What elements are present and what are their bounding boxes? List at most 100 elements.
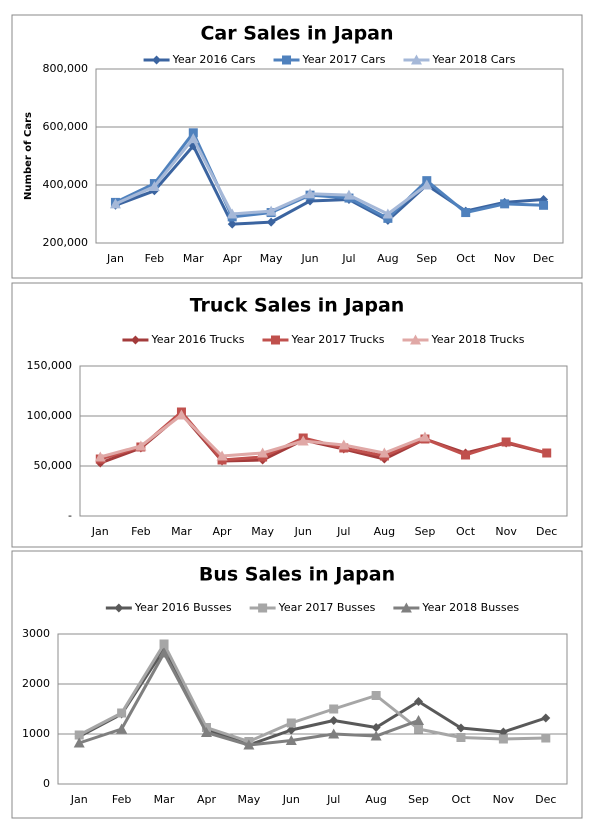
legend-marker	[270, 335, 280, 345]
legend-marker	[130, 335, 140, 345]
marker	[226, 208, 238, 219]
x-tick-label: Feb	[145, 252, 164, 265]
chart-title: Car Sales in Japan	[200, 23, 393, 45]
marker	[94, 451, 106, 462]
marker	[542, 448, 552, 458]
marker	[414, 697, 424, 706]
marker	[541, 713, 551, 723]
legend-marker	[152, 55, 162, 65]
legend-marker	[410, 334, 422, 345]
x-tick-label: Aug	[365, 793, 386, 806]
x-tick-label: Dec	[535, 793, 556, 806]
legend-label: Year 2018 Trucks	[431, 333, 525, 346]
legend-label: Year 2018 Cars	[431, 53, 515, 66]
marker	[159, 639, 169, 649]
x-tick-label: Aug	[377, 252, 398, 265]
x-tick-label: Oct	[451, 793, 471, 806]
legend-label: Year 2016 Trucks	[150, 333, 244, 346]
y-tick-label: 0	[43, 777, 50, 790]
series-line	[114, 131, 544, 220]
y-tick-label: 3000	[22, 627, 50, 640]
x-tick-label: Feb	[112, 793, 131, 806]
marker	[304, 188, 316, 199]
y-tick-label: 200,000	[43, 236, 89, 249]
y-tick-label: 150,000	[27, 359, 73, 372]
x-tick-label: Mar	[183, 252, 204, 265]
x-tick-label: Aug	[374, 525, 395, 538]
chart-title: Truck Sales in Japan	[190, 295, 405, 317]
x-tick-label: May	[251, 525, 274, 538]
marker	[421, 179, 433, 190]
marker	[456, 733, 466, 742]
legend-marker	[114, 603, 124, 613]
marker	[109, 198, 121, 209]
legend-marker	[282, 55, 292, 65]
y-axis-label: Number of Cars	[23, 112, 34, 200]
marker	[498, 734, 508, 744]
series-line	[78, 642, 546, 743]
x-tick-label: Jan	[91, 525, 109, 538]
legend-label: Year 2016 Cars	[172, 53, 256, 66]
legend: Year 2016 Busses Year 2017 Busses Year 201…	[105, 601, 519, 614]
x-tick-label: Apr	[197, 793, 217, 806]
x-tick-label: Apr	[213, 525, 233, 538]
marker	[539, 200, 549, 210]
x-tick-label: Feb	[131, 525, 150, 538]
x-tick-label: Sep	[408, 793, 429, 806]
marker	[158, 647, 170, 658]
marker	[73, 737, 85, 748]
marker	[329, 716, 339, 725]
x-tick-label: Jun	[294, 525, 312, 538]
legend-label: Year 2017 Cars	[302, 53, 386, 66]
marker	[461, 208, 471, 218]
y-tick-label: 100,000	[27, 409, 73, 422]
marker	[541, 733, 551, 743]
marker	[414, 724, 424, 734]
x-tick-label: Dec	[536, 525, 557, 538]
marker	[371, 691, 381, 700]
legend-marker	[400, 602, 412, 613]
marker	[265, 205, 277, 216]
y-tick-label: -	[68, 509, 72, 522]
marker	[243, 739, 255, 750]
marker	[456, 723, 466, 733]
legend-marker	[410, 54, 422, 65]
plot-border	[57, 633, 568, 785]
legend: Year 2016 Trucks Year 2017 Trucks Year 201…	[122, 333, 525, 346]
marker	[286, 718, 296, 728]
marker	[188, 128, 198, 138]
x-tick-label: Jul	[341, 252, 355, 265]
marker	[227, 219, 237, 229]
marker	[285, 735, 297, 745]
marker	[498, 727, 508, 737]
x-tick-label: Apr	[223, 252, 243, 265]
legend-label: Year 2017 Trucks	[290, 333, 384, 346]
marker	[116, 723, 128, 734]
marker	[117, 708, 127, 718]
plot-border	[95, 68, 564, 244]
x-tick-label: Nov	[493, 793, 515, 806]
x-tick-label: Jun	[282, 793, 300, 806]
legend-label: Year 2017 Busses	[278, 601, 376, 614]
chart-title: Bus Sales in Japan	[199, 564, 395, 586]
x-tick-label: Sep	[416, 252, 437, 265]
x-tick-label: Sep	[415, 525, 436, 538]
marker	[461, 450, 471, 460]
legend-label: Year 2016 Busses	[134, 601, 232, 614]
marker	[216, 450, 228, 461]
marker	[74, 730, 84, 740]
x-tick-label: Mar	[154, 793, 175, 806]
y-tick-label: 2000	[22, 677, 50, 690]
marker	[378, 447, 390, 458]
marker	[343, 189, 355, 200]
legend: Year 2016 Cars Year 2017 Cars Year 2018 Ca…	[143, 53, 516, 66]
y-tick-label: 1000	[22, 727, 50, 740]
marker	[297, 435, 309, 446]
legend-marker	[258, 603, 268, 613]
x-tick-label: Jan	[106, 252, 124, 265]
y-tick-label: 50,000	[34, 459, 73, 472]
legend-label: Year 2018 Busses	[421, 601, 519, 614]
x-tick-label: Oct	[456, 252, 476, 265]
y-tick-label: 600,000	[43, 120, 89, 133]
